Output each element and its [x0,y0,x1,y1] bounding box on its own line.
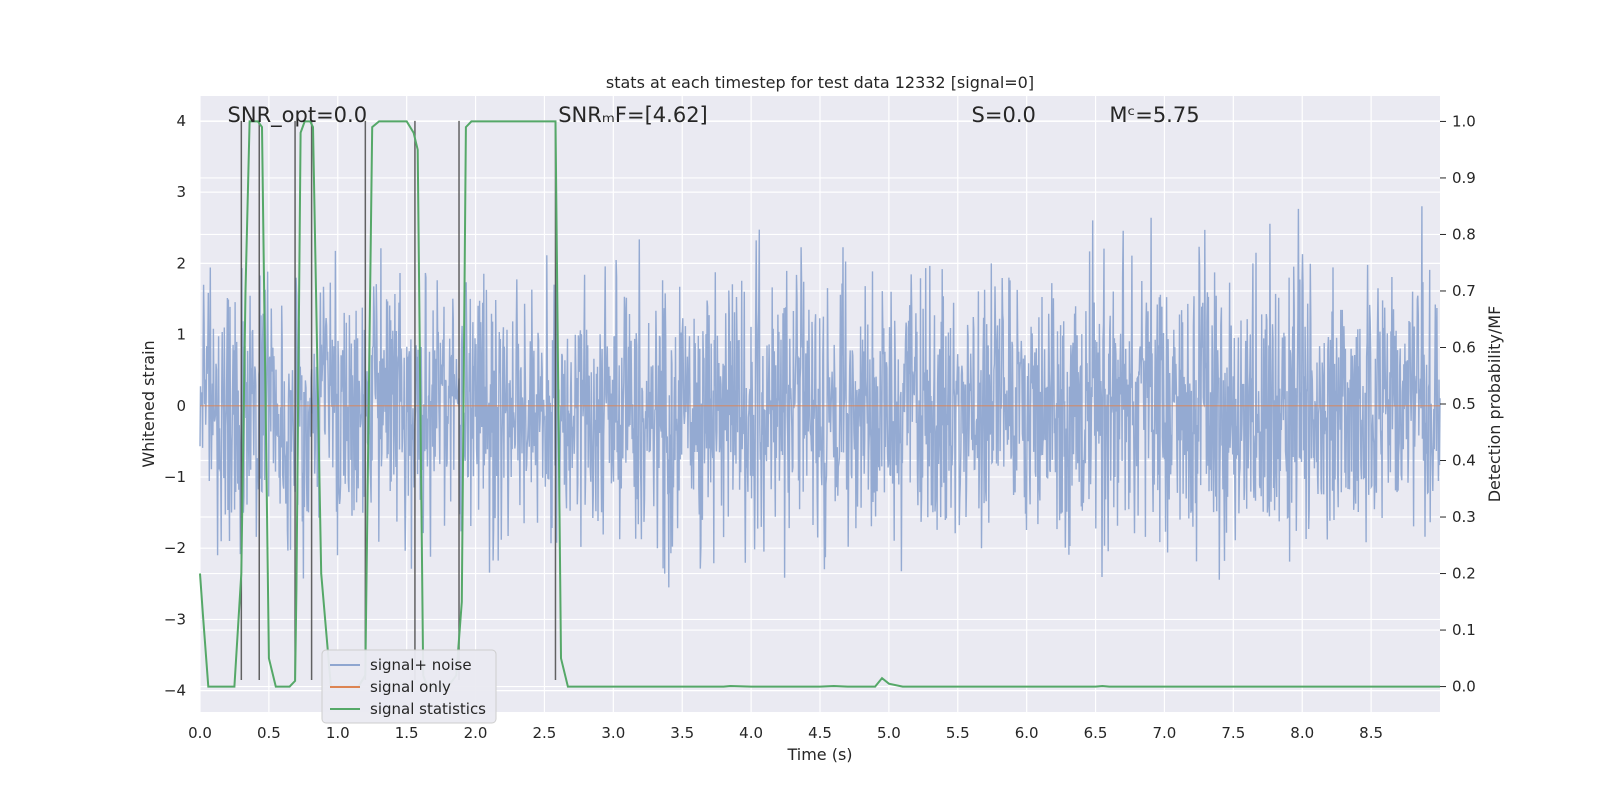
y-axis-right-label: Detection probability/MF [1485,306,1504,503]
x-tick-label: 6.5 [1084,724,1108,742]
x-tick-label: 1.5 [395,724,419,742]
noise-trace [199,206,1441,588]
vertical-markers [240,120,557,680]
y-axis-label: Whitened strain [139,340,158,467]
y-right-tick-label: 0.5 [1452,395,1476,413]
legend-label: signal only [370,678,451,696]
y-right-tick-label: 0.2 [1452,565,1476,583]
y-tick-label: 3 [176,183,186,201]
annotation-label: S=0.0 [972,103,1036,127]
annotation-label: SNRₘF=[4.62] [558,103,708,127]
x-tick-label: 1.0 [326,724,350,742]
x-axis-label: Time (s) [786,745,852,764]
y-tick-label: 4 [176,112,186,130]
x-tick-label: 8.0 [1290,724,1314,742]
x-tick-label: 0.0 [188,724,212,742]
y-tick-label: 0 [176,397,186,415]
x-tick-label: 4.5 [808,724,832,742]
x-tick-label: 2.5 [533,724,557,742]
annotation-label: Mᶜ=5.75 [1109,103,1199,127]
signal-noise-series [199,206,1441,588]
x-tick-label: 0.5 [257,724,281,742]
y-right-tick-label: 0.7 [1452,282,1476,300]
legend-label: signal+ noise [370,656,472,674]
y-axis-ticks: 4 3 2 1 0 −1 −2 −3 −4 [164,112,186,700]
x-axis-ticks: 0.0 0.5 1.0 1.5 2.0 2.5 3.0 3.5 4.0 4.5 5.0 5.5 6.0 6… [188,724,1383,742]
y-tick-label: −1 [164,468,186,486]
x-tick-label: 4.0 [739,724,763,742]
y-right-tick-label: 0.1 [1452,621,1476,639]
y-right-tick-label: 0.0 [1452,678,1476,696]
y-tick-label: −3 [164,610,186,628]
x-tick-label: 3.5 [670,724,694,742]
y-tick-label: 2 [176,254,186,272]
annotations: SNR_opt=0.0 SNRₘF=[4.62] S=0.0 Mᶜ=5.75 [228,103,1200,128]
y-axis-right-ticks: 1.0 0.9 0.8 0.7 0.6 0.5 0.4 0.3 0.2 0.1 0.0 [1440,112,1476,696]
y-right-tick-label: 0.6 [1452,338,1476,356]
x-tick-label: 2.0 [464,724,488,742]
y-tick-label: −2 [164,539,186,557]
annotation-label: SNR_opt=0.0 [228,103,368,128]
y-right-tick-label: 0.8 [1452,225,1476,243]
x-tick-label: 8.5 [1359,724,1383,742]
y-right-tick-label: 0.9 [1452,169,1476,187]
legend-box [321,649,497,724]
y-tick-label: 1 [176,326,186,344]
y-right-tick-label: 0.4 [1452,452,1476,470]
legend: signal+ noise signal only signal statistic… [321,649,497,724]
y-right-tick-label: 1.0 [1452,112,1476,130]
chart-title: stats at each timestep for test data 123… [606,73,1034,92]
x-tick-label: 7.0 [1153,724,1177,742]
x-tick-label: 3.0 [601,724,625,742]
x-tick-label: 6.0 [1015,724,1039,742]
y-tick-label: −4 [164,682,186,700]
x-tick-label: 5.5 [946,724,970,742]
y-right-tick-label: 0.3 [1452,508,1476,526]
x-tick-label: 7.5 [1221,724,1245,742]
legend-label: signal statistics [370,700,486,718]
x-tick-label: 5.0 [877,724,901,742]
